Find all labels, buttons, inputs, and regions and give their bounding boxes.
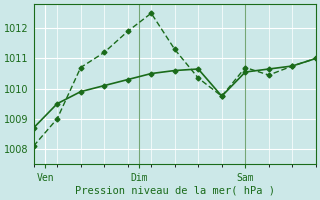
- X-axis label: Pression niveau de la mer( hPa ): Pression niveau de la mer( hPa ): [75, 186, 275, 196]
